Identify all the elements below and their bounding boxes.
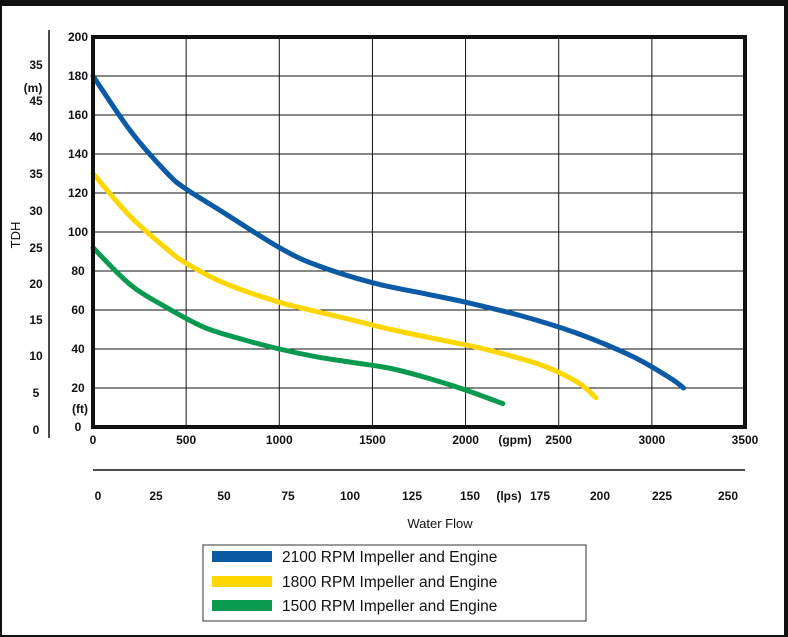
y-tick-label-ft: 100: [68, 225, 88, 239]
y-tick-label-ft: 120: [68, 186, 88, 200]
x-tick-label-secondary: 175: [530, 489, 550, 503]
y-unit-m-label: (m): [24, 81, 43, 95]
legend-label: 1800 RPM Impeller and Engine: [282, 574, 497, 591]
x-tick-label-secondary: 100: [340, 489, 360, 503]
x-tick-label-secondary: 0: [95, 489, 102, 503]
x-tick-label-secondary: 50: [217, 489, 231, 503]
y-tick-label-ft: 60: [71, 303, 85, 317]
performance-curves: [90, 73, 687, 407]
legend-swatch: [212, 600, 272, 611]
x-tick-label: 500: [176, 433, 196, 447]
y-tick-label-m: 30: [29, 204, 43, 218]
y-tick-label-ft: 200: [68, 30, 88, 44]
y-tick-label-ft: 80: [71, 264, 85, 278]
y-tick-label-m: 45: [29, 94, 43, 108]
y-tick-label-m: 5: [33, 386, 40, 400]
x-tick-label: 3500: [732, 433, 759, 447]
x-tick-label: 1500: [359, 433, 386, 447]
legend-swatch: [212, 551, 272, 562]
y-tick-label-ft: 160: [68, 108, 88, 122]
legend-swatch: [212, 576, 272, 587]
y-tick-label-m: 35: [29, 58, 43, 72]
x-unit-secondary-label: (lps): [496, 489, 521, 503]
y-tick-label-ft: 20: [71, 381, 85, 395]
x-tick-label: 2500: [545, 433, 572, 447]
x-tick-label: 0: [90, 433, 97, 447]
y-tick-label-m: 0: [33, 423, 40, 437]
legend: 2100 RPM Impeller and Engine 1800 RPM Imp…: [202, 544, 587, 622]
series-1800-rpm-line: [90, 171, 599, 401]
series-1500-rpm-line: [90, 245, 506, 407]
y-unit-ft-label: (ft): [72, 402, 88, 416]
x-tick-label: 2000: [452, 433, 479, 447]
y-tick-label-ft: 40: [71, 342, 85, 356]
x-tick-label: 1000: [266, 433, 293, 447]
x-tick-label-secondary: 75: [281, 489, 295, 503]
x-tick-label: 3000: [639, 433, 666, 447]
y-tick-label-m: 25: [29, 241, 43, 255]
y-tick-label-m: 35: [29, 167, 43, 181]
plot-border: [91, 35, 747, 429]
y-axis-title: TDH: [8, 222, 23, 249]
y-tick-label-m: 40: [29, 130, 43, 144]
x-unit-label: (gpm): [498, 433, 531, 447]
y-tick-label-m: 10: [29, 349, 43, 363]
y-tick-label-ft: 180: [68, 69, 88, 83]
x-tick-label-secondary: 150: [460, 489, 480, 503]
grid: [93, 37, 745, 427]
y-tick-label-m: 15: [29, 313, 43, 327]
y-tick-label-m: 20: [29, 277, 43, 291]
y-tick-label-ft: 0: [75, 420, 82, 434]
axes: 0 500 1000 1500 2000 2500 3000 3500020406080100…: [29, 30, 759, 503]
legend-label: 1500 RPM Impeller and Engine: [282, 598, 497, 615]
legend-label: 2100 RPM Impeller and Engine: [282, 549, 497, 566]
x-tick-label-secondary: 200: [590, 489, 610, 503]
x-tick-label-secondary: 250: [718, 489, 738, 503]
x-axis-title: Water Flow: [407, 516, 473, 531]
x-tick-label-secondary: 25: [149, 489, 163, 503]
x-tick-label-secondary: 225: [652, 489, 672, 503]
y-tick-label-ft: 140: [68, 147, 88, 161]
series-2100-rpm-line: [90, 73, 687, 391]
x-tick-label-secondary: 125: [402, 489, 422, 503]
